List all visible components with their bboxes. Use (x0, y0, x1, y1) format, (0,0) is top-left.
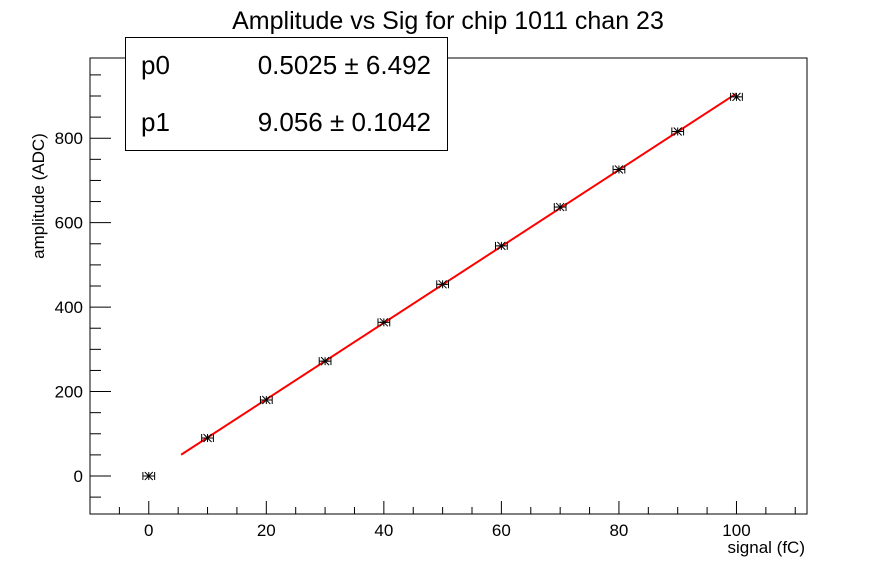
y-tick-label: 400 (55, 298, 83, 317)
x-tick-label: 20 (257, 521, 276, 540)
points-layer (142, 92, 743, 481)
star-marker-stroke (438, 279, 447, 289)
star-marker-stroke (320, 356, 330, 366)
stats-param-value: 9.056 ± 0.1042 (257, 107, 431, 137)
x-tick-label: 80 (609, 521, 628, 540)
y-tick-label: 200 (55, 383, 83, 402)
star-marker-stroke (144, 471, 154, 481)
data-point (142, 471, 156, 481)
star-marker-stroke (203, 433, 212, 443)
data-point (377, 317, 391, 327)
y-tick-label: 800 (55, 129, 83, 148)
data-point (436, 279, 449, 289)
data-point (612, 165, 626, 174)
star-marker-stroke (673, 127, 683, 136)
star-marker-stroke (732, 92, 741, 102)
y-axis-label: amplitude (ADC) (29, 133, 48, 259)
data-point (671, 127, 685, 136)
x-tick-label: 100 (722, 521, 750, 540)
star-marker-stroke (555, 202, 565, 212)
data-point (318, 356, 332, 366)
x-tick-label: 40 (374, 521, 393, 540)
star-marker-stroke (614, 165, 624, 174)
data-point (553, 202, 567, 212)
star-marker-stroke (261, 395, 271, 405)
data-point (201, 433, 214, 443)
y-tick-label: 600 (55, 214, 83, 233)
axes: 0 20 40 60 80 100 0 200 400 600 800 (55, 74, 796, 540)
y-tick-label: 0 (74, 467, 83, 486)
x-tick-label: 60 (492, 521, 511, 540)
star-marker-stroke (379, 317, 389, 327)
star-marker-stroke (497, 241, 506, 251)
chart-title: Amplitude vs Sig for chip 1011 chan 23 (232, 7, 664, 35)
stats-row-p1: p1 9.056 ± 0.1042 (126, 107, 447, 147)
data-point (495, 241, 508, 251)
x-axis-label: signal (fC) (728, 538, 805, 557)
fit-stats-box: p0 0.5025 ± 6.492 p1 9.056 ± 0.1042 (125, 37, 448, 151)
fit-layer (180, 92, 738, 456)
stats-param-name: p1 (141, 107, 170, 137)
stats-row-p0: p0 0.5025 ± 6.492 (126, 50, 447, 90)
data-point (259, 395, 273, 405)
fit-line (180, 92, 738, 456)
data-point (730, 92, 743, 102)
stats-param-value: 0.5025 ± 6.492 (257, 50, 431, 80)
stats-param-name: p0 (141, 50, 170, 80)
x-tick-label: 0 (144, 521, 153, 540)
